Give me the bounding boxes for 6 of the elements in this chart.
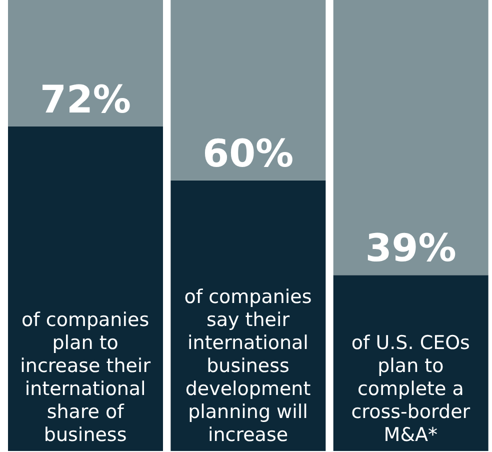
x-tick-label: of companies say their international business development planning will increase xyxy=(184,286,312,446)
x-tick-label: of companies plan to increase their international share of business xyxy=(20,309,151,446)
x-tick-label: of U.S. CEOs plan to complete a cross-border M&A* xyxy=(351,332,470,446)
data-label: 60% xyxy=(202,131,294,176)
data-label: 72% xyxy=(40,77,131,122)
data-label: 39% xyxy=(365,226,456,270)
